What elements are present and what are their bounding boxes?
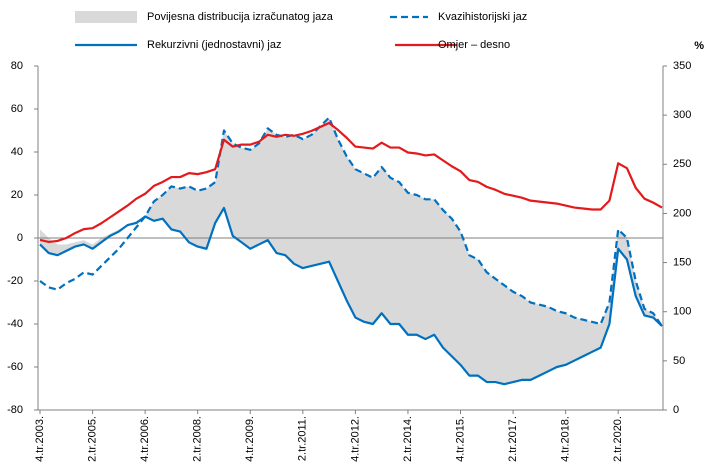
y-tick-label: 80 bbox=[11, 60, 23, 72]
distribution-band bbox=[40, 117, 662, 385]
y2-tick-label: 50 bbox=[673, 355, 685, 367]
y2-tick-label: 150 bbox=[673, 256, 691, 268]
x-tick-label: 4.tr.2018. bbox=[560, 416, 572, 462]
y2-tick-label: 250 bbox=[673, 158, 691, 170]
line bbox=[39, 206, 663, 386]
legend-label: Povijesna distribucija izračunatog jaza bbox=[147, 11, 334, 23]
y-tick-label: -40 bbox=[7, 318, 23, 330]
y-tick-label: -20 bbox=[7, 275, 23, 287]
legend-label: Omjer – desno bbox=[438, 39, 510, 51]
y2-tick-label: 0 bbox=[673, 404, 679, 416]
x-tick-label: 2.tr.2014. bbox=[402, 416, 414, 462]
y2-tick-label: 100 bbox=[673, 306, 691, 318]
x-tick-label: 4.tr.2015. bbox=[454, 416, 466, 462]
x-tick-label: 4.tr.2003. bbox=[34, 416, 46, 462]
x-tick-label: 2.tr.2020. bbox=[612, 416, 624, 462]
legend-label: Kvazihistorijski jaz bbox=[438, 11, 527, 23]
y2-axis-label: % bbox=[694, 40, 704, 52]
y-tick-label: 0 bbox=[17, 232, 23, 244]
y-tick-label: -80 bbox=[7, 404, 23, 416]
y2-tick-label: 350 bbox=[673, 60, 691, 72]
x-tick-label: 4.tr.2009. bbox=[244, 416, 256, 462]
x-tick-label: 4.tr.2006. bbox=[139, 416, 151, 462]
legend-label: Rekurzivni (jednostavni) jaz bbox=[147, 39, 282, 51]
y-tick-label: 40 bbox=[11, 146, 23, 158]
x-tick-label: 2.tr.2011. bbox=[297, 416, 309, 461]
x-tick-label: 2.tr.2008. bbox=[192, 416, 204, 462]
y-tick-label: 60 bbox=[11, 103, 23, 115]
legend-swatch bbox=[75, 11, 137, 23]
y-tick-label: -60 bbox=[7, 361, 23, 373]
x-tick-label: 4.tr.2012. bbox=[349, 416, 361, 462]
y2-tick-label: 300 bbox=[673, 109, 691, 121]
x-tick-label: 2.tr.2017. bbox=[507, 416, 519, 462]
line bbox=[39, 121, 663, 244]
y-tick-label: 20 bbox=[11, 189, 23, 201]
x-tick-label: 2.tr.2005. bbox=[86, 416, 98, 462]
y2-tick-label: 200 bbox=[673, 207, 691, 219]
